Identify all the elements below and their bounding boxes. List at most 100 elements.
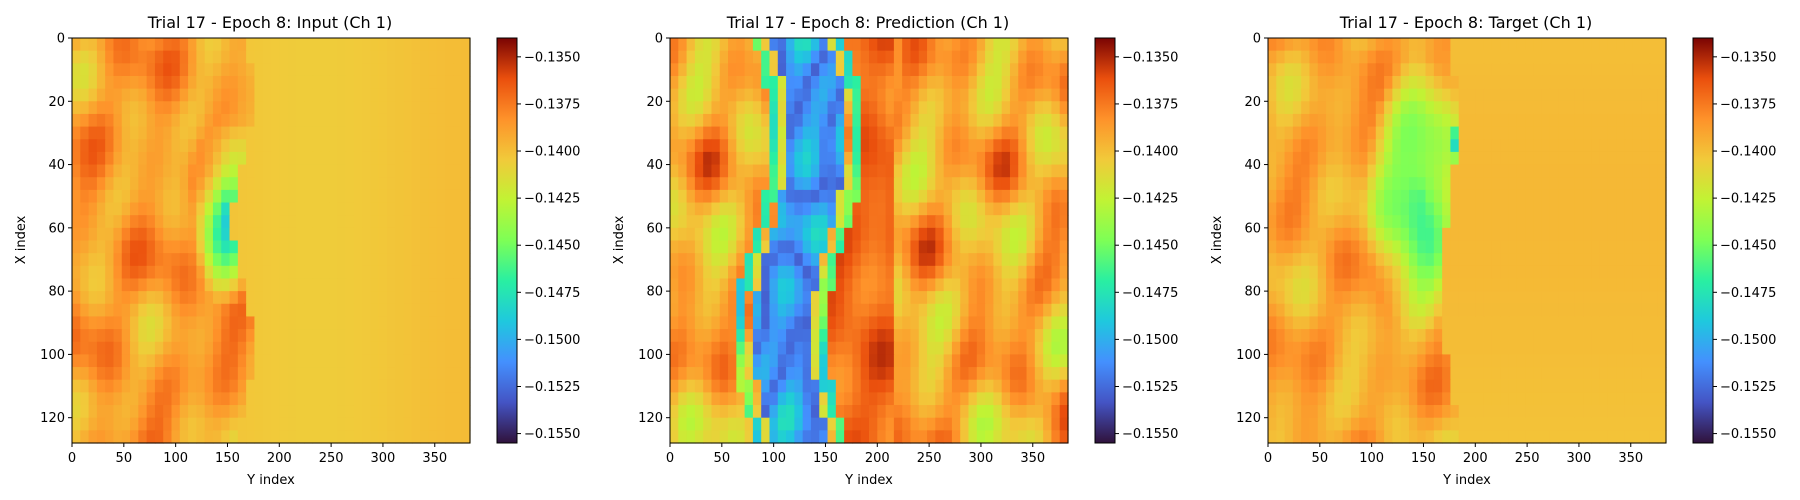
heatmap-cell [1276, 430, 1286, 444]
heatmap-cell [1309, 379, 1319, 393]
heatmap-cell [1433, 227, 1443, 242]
heatmap-cell [254, 227, 264, 242]
heatmap-cell [703, 240, 713, 254]
heatmap-cell [1284, 329, 1294, 343]
heatmap-cell [1641, 101, 1651, 115]
heatmap-cell [1541, 101, 1551, 115]
heatmap-cell [387, 202, 396, 216]
heatmap-cell [728, 329, 737, 343]
heatmap-cell [436, 430, 446, 444]
heatmap-cell [1541, 177, 1551, 191]
heatmap-cell [212, 227, 222, 242]
heatmap-cell [877, 430, 887, 444]
heatmap-cell [670, 227, 679, 242]
heatmap-cell [1467, 430, 1476, 444]
heatmap-cell [1483, 63, 1493, 77]
heatmap-cell [113, 303, 123, 318]
heatmap-cell [777, 329, 787, 343]
heatmap-cell [744, 101, 754, 115]
heatmap-cell [777, 75, 787, 90]
heatmap-cell [1350, 291, 1360, 305]
heatmap-cell [1442, 265, 1452, 280]
heatmap-cell [943, 50, 953, 64]
heatmap-cell [985, 88, 994, 102]
heatmap-cell [777, 113, 787, 128]
heatmap-cell [1276, 215, 1286, 229]
heatmap-cell [1334, 164, 1344, 178]
heatmap-cell [154, 291, 164, 305]
heatmap-cell [1516, 101, 1526, 115]
heatmap-cell [229, 417, 239, 431]
heatmap-cell [1268, 215, 1277, 229]
heatmap-cell [1500, 379, 1510, 393]
heatmap-cell [1408, 303, 1418, 318]
heatmap-cell [411, 202, 421, 216]
heatmap-cell [1392, 63, 1402, 77]
heatmap-cell [1309, 291, 1319, 305]
heatmap-cell [146, 38, 156, 52]
heatmap-cell [960, 329, 970, 343]
heatmap-cell [694, 430, 704, 444]
heatmap-cell [1425, 405, 1435, 419]
heatmap-cell [1533, 240, 1543, 254]
heatmap-cell [877, 278, 887, 292]
heatmap-cell [1375, 253, 1385, 267]
heatmap-cell [1317, 392, 1327, 406]
heatmap-cell [927, 215, 936, 229]
heatmap-cell [769, 329, 779, 343]
heatmap-cell [736, 164, 746, 178]
heatmap-cell [728, 278, 737, 292]
heatmap-cell [246, 265, 256, 280]
heatmap-cell [1051, 164, 1061, 178]
heatmap-cell [1583, 50, 1592, 64]
heatmap-cell [1043, 139, 1053, 153]
heatmap-cell [271, 291, 280, 305]
heatmap-cell [927, 38, 936, 52]
heatmap-cell [1599, 126, 1609, 140]
heatmap-cell [752, 265, 762, 280]
heatmap-cell [337, 316, 347, 330]
heatmap-cell [204, 101, 214, 115]
heatmap-cell [130, 430, 139, 444]
heatmap-cell [1425, 215, 1435, 229]
heatmap-cell [262, 379, 272, 393]
heatmap-cell [353, 392, 363, 406]
heatmap-cell [1059, 189, 1069, 204]
heatmap-cell [1400, 278, 1410, 292]
heatmap-cell [1649, 227, 1659, 242]
heatmap-cell [345, 354, 355, 368]
heatmap-cell [1408, 278, 1418, 292]
heatmap-cell [1309, 164, 1319, 178]
heatmap-cell [88, 367, 98, 381]
heatmap-cell [786, 417, 795, 431]
heatmap-cell [420, 215, 430, 229]
heatmap-cell [869, 329, 878, 343]
x-tick-label: 250 [917, 451, 942, 466]
heatmap-cell [1641, 202, 1651, 216]
heatmap-cell [827, 202, 837, 216]
heatmap-cell [387, 430, 396, 444]
heatmap-cell [686, 38, 696, 52]
heatmap-cell [1326, 240, 1335, 254]
heatmap-cell [852, 303, 862, 318]
heatmap-cell [761, 151, 771, 166]
heatmap-cell [461, 202, 471, 216]
heatmap-cell [1491, 164, 1501, 178]
heatmap-cell [1591, 341, 1601, 356]
heatmap-cell [1001, 265, 1011, 280]
heatmap-cell [1433, 240, 1443, 254]
heatmap-cell [453, 113, 463, 128]
heatmap-cell [1001, 38, 1011, 52]
heatmap-cell [728, 75, 737, 90]
heatmap-cell [445, 151, 455, 166]
heatmap-cell [1326, 113, 1335, 128]
colorbar-tick-label: −0.1350 [1720, 50, 1776, 65]
heatmap-cell [1268, 227, 1277, 242]
heatmap-cell [163, 113, 173, 128]
x-tick-label: 350 [1618, 451, 1643, 466]
heatmap-cell [1624, 139, 1634, 153]
heatmap-cell [802, 139, 812, 153]
heatmap-cell [877, 240, 887, 254]
heatmap-cell [204, 367, 214, 381]
heatmap-cell [786, 75, 795, 90]
